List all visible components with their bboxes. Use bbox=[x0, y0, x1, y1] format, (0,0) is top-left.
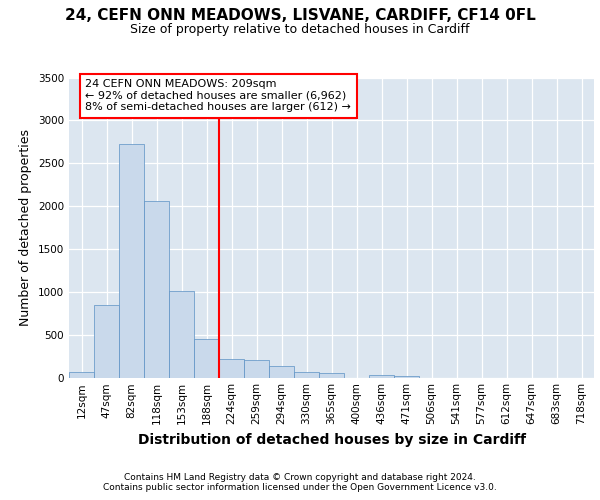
Bar bbox=[94, 304, 119, 378]
Bar bbox=[244, 360, 269, 378]
Bar bbox=[294, 372, 319, 378]
Bar bbox=[369, 376, 394, 378]
Y-axis label: Number of detached properties: Number of detached properties bbox=[19, 129, 32, 326]
Bar bbox=[394, 376, 419, 378]
Bar bbox=[144, 201, 169, 378]
Text: Size of property relative to detached houses in Cardiff: Size of property relative to detached ho… bbox=[130, 22, 470, 36]
Bar bbox=[269, 366, 294, 378]
Bar bbox=[319, 373, 344, 378]
Bar bbox=[169, 291, 194, 378]
Text: Contains HM Land Registry data © Crown copyright and database right 2024.
Contai: Contains HM Land Registry data © Crown c… bbox=[103, 473, 497, 492]
X-axis label: Distribution of detached houses by size in Cardiff: Distribution of detached houses by size … bbox=[137, 433, 526, 447]
Bar bbox=[69, 372, 94, 378]
Bar bbox=[194, 338, 219, 378]
Text: 24 CEFN ONN MEADOWS: 209sqm
← 92% of detached houses are smaller (6,962)
8% of s: 24 CEFN ONN MEADOWS: 209sqm ← 92% of det… bbox=[85, 79, 351, 112]
Bar bbox=[119, 144, 144, 378]
Text: 24, CEFN ONN MEADOWS, LISVANE, CARDIFF, CF14 0FL: 24, CEFN ONN MEADOWS, LISVANE, CARDIFF, … bbox=[65, 8, 535, 22]
Bar bbox=[219, 358, 244, 378]
